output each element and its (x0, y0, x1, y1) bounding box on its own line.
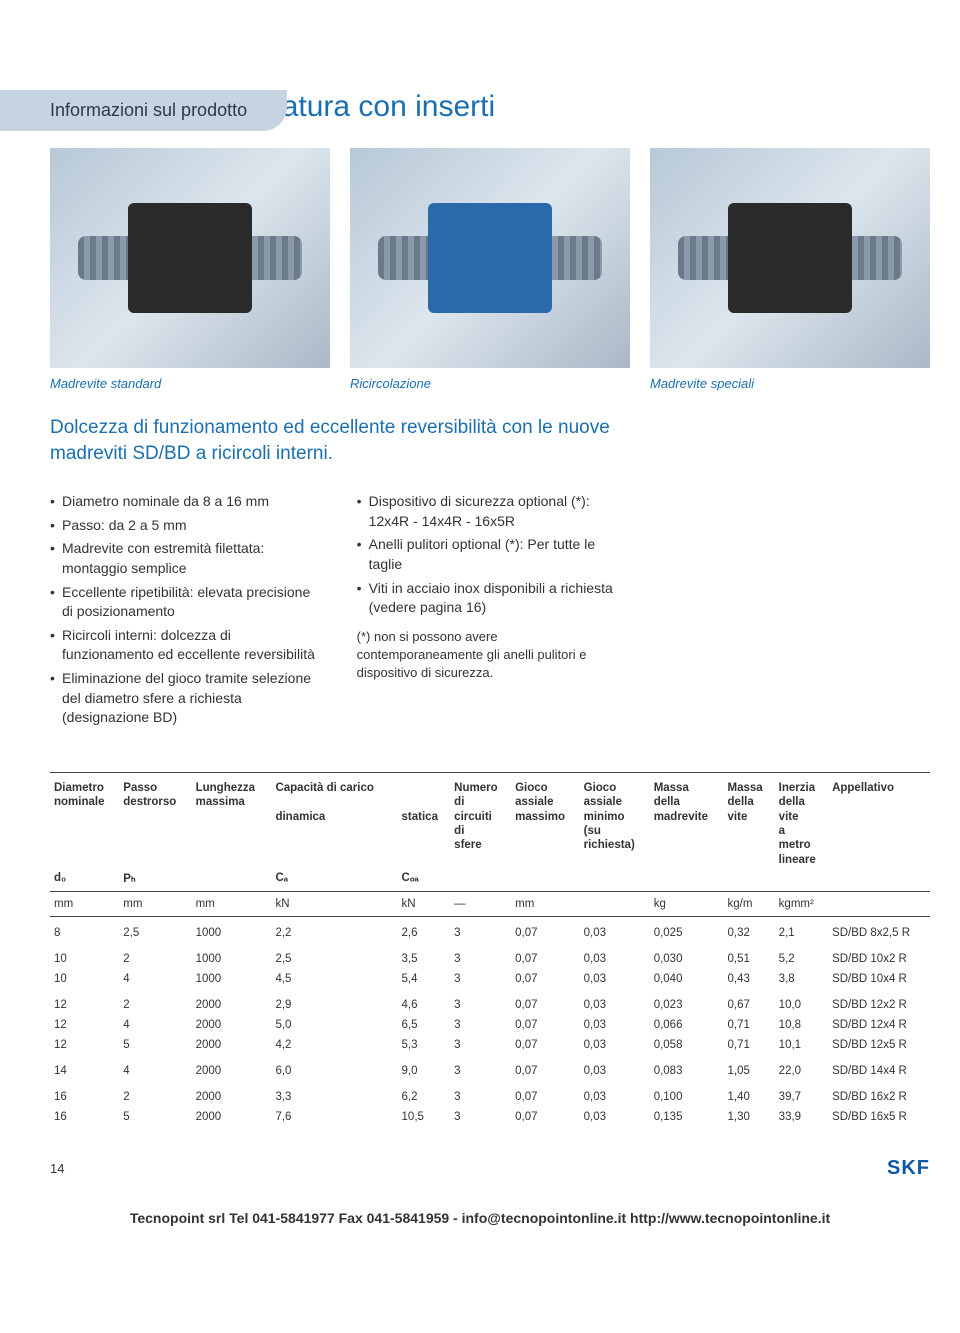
brand-logo: SKF (887, 1157, 930, 1180)
feature-item: Eliminazione del gioco tramite selezione… (50, 669, 317, 728)
table-row: 16220003,36,230,070,030,1001,4039,7SD/BD… (50, 1081, 930, 1107)
caption-1: Madrevite standard (50, 376, 330, 391)
feature-item: Passo: da 2 a 5 mm (50, 516, 317, 536)
feature-col-1: Diametro nominale da 8 a 16 mm Passo: da … (50, 492, 317, 732)
product-image-recirculation (350, 148, 630, 368)
table-row: 10410004,55,430,070,030,0400,433,8SD/BD … (50, 969, 930, 989)
caption-3: Madrevite speciali (650, 376, 930, 391)
feature-item: Eccellente ripetibilità: elevata precisi… (50, 583, 317, 622)
feature-item: Madrevite con estremità filettata: monta… (50, 539, 317, 578)
table-row: 10210002,53,530,070,030,0300,515,2SD/BD … (50, 943, 930, 969)
table-row: 16520007,610,530,070,030,1351,3033,9SD/B… (50, 1107, 930, 1127)
lead-paragraph: Dolcezza di funzionamento ed eccellente … (50, 415, 631, 466)
feature-col-3 (663, 492, 930, 732)
feature-item: Viti in acciaio inox disponibili a richi… (357, 579, 624, 618)
image-captions: Madrevite standard Ricircolazione Madrev… (50, 376, 930, 391)
feature-item: Dispositivo di sicurezza optional (*): 1… (357, 492, 624, 531)
image-row (50, 148, 930, 368)
table-row: 12420005,06,530,070,030,0660,7110,8SD/BD… (50, 1015, 930, 1035)
spec-table: DiametronominalePassodestrorsoLunghezzam… (50, 772, 930, 1127)
table-row: 82,510002,22,630,070,030,0250,322,1SD/BD… (50, 917, 930, 944)
product-image-standard (50, 148, 330, 368)
section-tab: Informazioni sul prodotto (0, 90, 287, 131)
product-image-special (650, 148, 930, 368)
feature-item: Ricircoli interni: dolcezza di funzionam… (50, 626, 317, 665)
feature-item: Diametro nominale da 8 a 16 mm (50, 492, 317, 512)
table-row: 12220002,94,630,070,030,0230,6710,0SD/BD… (50, 989, 930, 1015)
feature-col-2: Dispositivo di sicurezza optional (*): 1… (357, 492, 624, 732)
table-row: 14420006,09,030,070,030,0831,0522,0SD/BD… (50, 1055, 930, 1081)
footnote: (*) non si possono avere contemporaneame… (357, 628, 624, 683)
feature-columns: Diametro nominale da 8 a 16 mm Passo: da … (50, 492, 930, 732)
caption-2: Ricircolazione (350, 376, 630, 391)
page-number: 14 (50, 1161, 64, 1176)
feature-item: Anelli pulitori optional (*): Per tutte … (357, 535, 624, 574)
contact-footer: Tecnopoint srl Tel 041-5841977 Fax 041-5… (0, 1200, 960, 1246)
table-row: 12520004,25,330,070,030,0580,7110,1SD/BD… (50, 1035, 930, 1055)
